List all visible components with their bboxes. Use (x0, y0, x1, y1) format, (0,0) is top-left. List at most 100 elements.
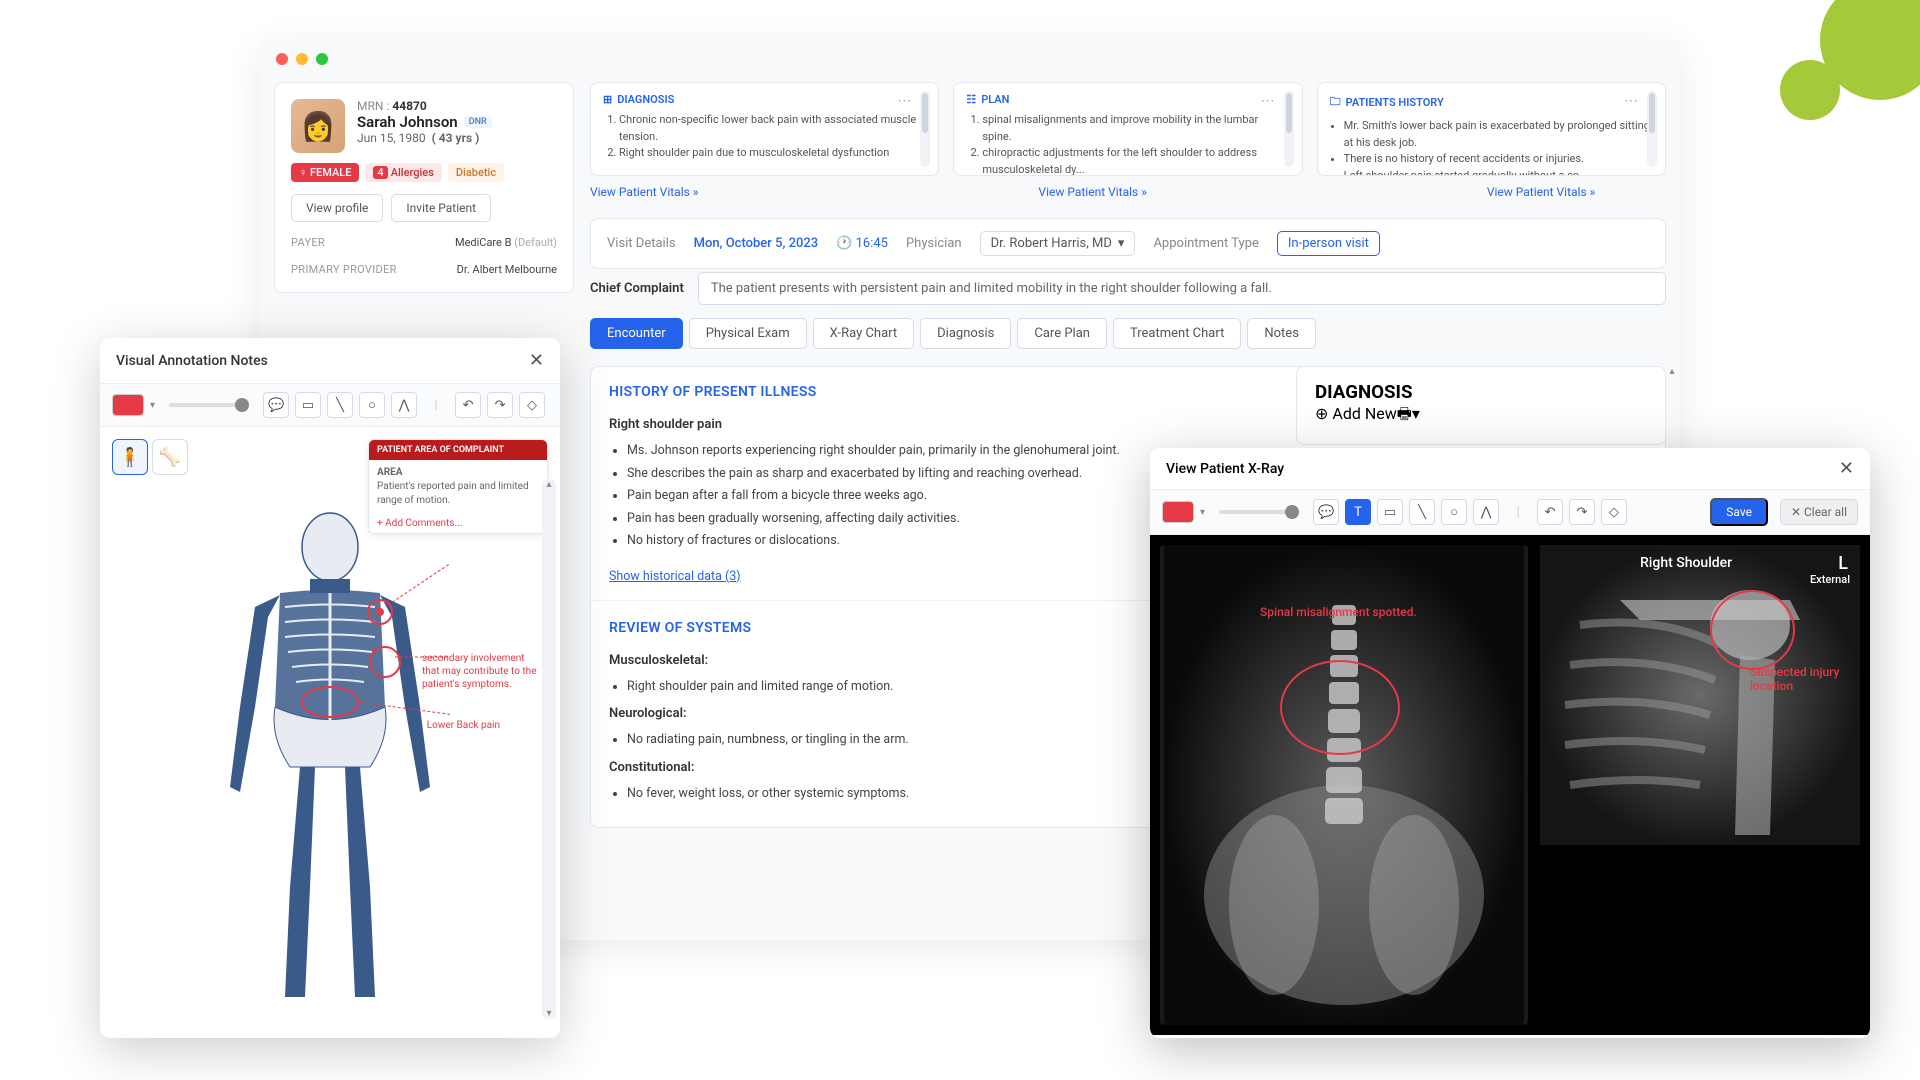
tab-diagnosis[interactable]: Diagnosis (920, 318, 1011, 349)
xray-title: View Patient X-Ray (1166, 461, 1284, 477)
window-controls[interactable] (260, 40, 1680, 78)
text-tool[interactable]: T (1345, 499, 1371, 525)
scrollbar[interactable] (1284, 91, 1294, 167)
scrollbar[interactable] (1647, 91, 1657, 167)
shoulder-xray: Right Shoulder L External Suspected inju… (1540, 545, 1860, 845)
undo-button[interactable]: ↶ (455, 392, 481, 418)
physician-select[interactable]: Dr. Robert Harris, MD ▾ (980, 231, 1136, 256)
xray-circle-annotation (1280, 660, 1400, 755)
stroke-slider[interactable] (169, 403, 249, 407)
ros-title: REVIEW OF SYSTEMS (609, 620, 751, 636)
view-vitals-link[interactable]: View Patient Vitals » (1038, 185, 1146, 199)
chevron-down-icon: ▾ (1118, 236, 1125, 251)
view-profile-button[interactable]: View profile (291, 194, 383, 222)
add-new-button[interactable]: ⊕ Add New (1315, 404, 1397, 423)
close-icon[interactable]: ✕ (529, 350, 544, 371)
annotation-modal: Visual Annotation Notes ✕ ▾ 💬 ▭ ╲ ○ ⋀ | ↶… (100, 338, 560, 1038)
chevron-down-icon[interactable]: ▾ (150, 400, 155, 411)
apt-type-select[interactable]: In-person visit (1277, 231, 1380, 256)
circle-tool[interactable]: ○ (359, 392, 385, 418)
stroke-slider[interactable] (1219, 510, 1299, 514)
more-icon[interactable]: ⋯ (897, 93, 912, 109)
eraser-tool[interactable]: ◇ (519, 392, 545, 418)
tab-physical-exam[interactable]: Physical Exam (689, 318, 807, 349)
plan-icon: ☷ (966, 93, 976, 106)
diagnosis-card: ⊞DIAGNOSIS ⋯ Chronic non-specific lower … (590, 82, 939, 176)
provider-label: PRIMARY PROVIDER (291, 263, 397, 276)
line-tool[interactable]: ╲ (327, 392, 353, 418)
chief-complaint-row: Chief Complaint (590, 272, 1666, 305)
view-vitals-link[interactable]: View Patient Vitals » (1487, 185, 1595, 199)
save-button[interactable]: Save (1710, 498, 1768, 526)
annot-title: Visual Annotation Notes (116, 353, 268, 369)
annot-toolbar: ▾ 💬 ▭ ╲ ○ ⋀ | ↶ ↷ ◇ (100, 384, 560, 427)
allergy-badge[interactable]: 4Allergies (365, 163, 441, 182)
plan-card: ☷PLAN ⋯ spinal misalignments and improve… (953, 82, 1302, 176)
close-icon[interactable]: ✕ (1839, 458, 1854, 479)
redo-button[interactable]: ↷ (487, 392, 513, 418)
color-swatch[interactable] (112, 394, 144, 416)
visit-details-label: Visit Details (607, 236, 676, 251)
redo-button[interactable]: ↷ (1569, 499, 1595, 525)
rect-tool[interactable]: ▭ (295, 392, 321, 418)
comment-tool[interactable]: 💬 (263, 392, 289, 418)
payer-label: PAYER (291, 236, 325, 249)
xray-ext-label: External (1810, 573, 1850, 586)
tab-notes[interactable]: Notes (1247, 318, 1316, 349)
clear-all-button[interactable]: ✕ Clear all (1780, 499, 1858, 525)
undo-button[interactable]: ↶ (1537, 499, 1563, 525)
xray-circle-annotation (1710, 590, 1795, 670)
apt-type-label: Appointment Type (1153, 236, 1258, 251)
chevron-down-icon[interactable]: ▾ (1200, 507, 1205, 518)
diagnosis-icon: ⊞ (603, 93, 612, 106)
diag-title: DIAGNOSIS (1315, 381, 1647, 403)
posterior-view-toggle[interactable]: 🦴 (152, 439, 188, 475)
view-vitals-link[interactable]: View Patient Vitals » (590, 185, 698, 199)
diagnosis-panel: DIAGNOSIS⊕ Add New🖶▾ (1296, 366, 1666, 445)
visit-time: 🕐 16:45 (836, 236, 888, 251)
avatar: 👩 (291, 99, 345, 153)
complaint-label: Chief Complaint (590, 281, 684, 296)
visit-date[interactable]: Mon, October 5, 2023 (694, 236, 819, 251)
eraser-tool[interactable]: ◇ (1601, 499, 1627, 525)
chevron-down-icon[interactable]: ▾ (1412, 404, 1420, 423)
comment-tool[interactable]: 💬 (1313, 499, 1339, 525)
patient-name: Sarah JohnsonDNR (357, 113, 492, 131)
history-card: 🗀PATIENTS HISTORY ⋯ Mr. Smith's lower ba… (1317, 82, 1666, 176)
body-canvas[interactable]: 🧍 🦴 PATIENT AREA OF COMPLAINT AREAPatien… (100, 427, 560, 1027)
circle-tool[interactable]: ○ (1441, 499, 1467, 525)
physician-label: Physician (906, 236, 962, 251)
annot-scrollbar[interactable]: ▴▾ (542, 479, 556, 1019)
patient-card: 👩 MRN : 44870 Sarah JohnsonDNR Jun 15, 1… (274, 82, 574, 293)
diabetic-badge: Diabetic (448, 163, 504, 182)
show-historical-link[interactable]: Show historical data (3) (609, 569, 741, 584)
tab-encounter[interactable]: Encounter (590, 318, 683, 349)
scrollbar[interactable] (920, 91, 930, 167)
xray-toolbar: ▾ 💬 T ▭ ╲ ○ ⋀ | ↶ ↷ ◇ Save ✕ Clear all (1150, 490, 1870, 535)
encounter-tabs: Encounter Physical Exam X-Ray Chart Diag… (590, 318, 1316, 349)
visit-bar: Visit Details Mon, October 5, 2023 🕐 16:… (590, 218, 1666, 269)
angle-tool[interactable]: ⋀ (1473, 499, 1499, 525)
ros-group: Musculoskeletal: (609, 653, 708, 668)
tab-xray-chart[interactable]: X-Ray Chart (813, 318, 914, 349)
more-icon[interactable]: ⋯ (1624, 93, 1639, 109)
xray-annotation: Spinal misalignment spotted. (1260, 605, 1417, 619)
spine-xray: Spinal misalignment spotted. (1160, 545, 1528, 1025)
history-icon: 🗀 (1330, 93, 1341, 112)
invite-patient-button[interactable]: Invite Patient (391, 194, 491, 222)
tab-treatment-chart[interactable]: Treatment Chart (1113, 318, 1241, 349)
rect-tool[interactable]: ▭ (1377, 499, 1403, 525)
xray-label: Right Shoulder (1640, 555, 1732, 571)
line-tool[interactable]: ╲ (1409, 499, 1435, 525)
xray-canvas[interactable]: Spinal misalignment spotted. Right Shoul… (1150, 535, 1870, 1035)
xray-modal: View Patient X-Ray ✕ ▾ 💬 T ▭ ╲ ○ ⋀ | ↶ ↷ … (1150, 448, 1870, 1038)
angle-tool[interactable]: ⋀ (391, 392, 417, 418)
mrn: MRN : 44870 (357, 99, 492, 113)
color-swatch[interactable] (1162, 501, 1194, 523)
print-icon[interactable]: 🖶 (1397, 404, 1412, 423)
tab-care-plan[interactable]: Care Plan (1017, 318, 1107, 349)
more-icon[interactable]: ⋯ (1261, 93, 1276, 109)
anterior-view-toggle[interactable]: 🧍 (112, 439, 148, 475)
complaint-input[interactable] (698, 272, 1666, 305)
annotation-label: Lower Back pain (427, 719, 500, 732)
